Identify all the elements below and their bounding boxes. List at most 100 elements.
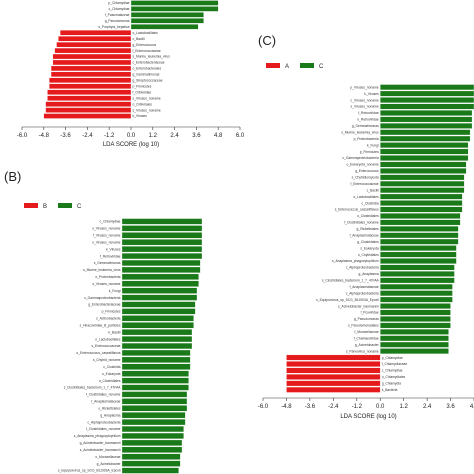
bar — [58, 36, 132, 42]
legend-label: C — [319, 64, 324, 70]
x-tick-label: -1.2 — [352, 404, 363, 410]
bar — [121, 336, 193, 343]
bar-label: c_Bacilli — [367, 188, 379, 192]
bar-label: c_Gammaproteobacteria — [84, 296, 120, 300]
bar-label: p_Firmicutes — [360, 150, 379, 154]
bar — [380, 303, 451, 309]
bar-label: o_Viruses_noname — [92, 240, 121, 244]
bar-label: c_Clostridia — [103, 365, 120, 369]
bar-label: p_Proteobacteria — [354, 137, 379, 141]
x-tick-label: 3.6 — [446, 404, 455, 410]
x-tick-label: -3.6 — [60, 133, 71, 139]
bar-label: s_Anaplasma_phagocytophilum — [332, 259, 379, 263]
bar — [121, 384, 189, 391]
x-tick-label: -3.6 — [305, 404, 316, 410]
bar — [380, 341, 449, 348]
x-tick-label: -4.8 — [39, 133, 50, 139]
bar-label: g_Chlamydia — [382, 382, 401, 386]
bar-label: f_Poxviridae — [360, 311, 378, 315]
bar — [121, 308, 196, 315]
bar — [380, 103, 474, 110]
bar-label: s_Murine_leukemia_virus — [341, 130, 379, 134]
bar-label: s_Acinetobacter_baumannii — [338, 304, 379, 308]
x-tick-label: -2.4 — [328, 404, 339, 410]
bar — [380, 264, 455, 271]
bar — [380, 129, 471, 136]
bar — [121, 218, 203, 225]
bar-label: s_Hiracoviridae_B_particles — [80, 323, 121, 327]
bar — [380, 200, 463, 206]
bar — [121, 467, 179, 474]
bar-label: c_Chlamydiae — [100, 220, 121, 224]
bar-label: o_Pseudomonadales — [348, 324, 379, 328]
bar-label: f_Clostridiales_noname — [344, 221, 379, 225]
bar-label: f_Chlamydiaceae — [382, 362, 408, 366]
bar-label: c_Chlamydiae — [382, 369, 403, 373]
bar-label: o_Enterobacterales — [133, 67, 162, 71]
bar-label: g_Anaplasma — [100, 413, 120, 417]
x-tick-label: 2.4 — [423, 404, 432, 410]
bar — [130, 18, 204, 24]
bar-label: o_Lactobacillales — [133, 31, 159, 35]
bar-label: c_Alphaproteobacteria — [346, 291, 379, 295]
bar — [121, 439, 183, 446]
bar-label: o_Moraxellaceae — [95, 455, 120, 459]
bar-label: s_Clostridiales_bacterium_1_7_47FAA — [64, 386, 122, 390]
panel-letter: (B) — [4, 169, 21, 184]
bar — [380, 258, 457, 264]
bar-label: s_Acinetobacter_baumannii — [80, 448, 121, 452]
bar — [380, 206, 463, 213]
bar — [121, 405, 188, 412]
bar — [45, 107, 132, 113]
bar-label: f_Clostridiales_noname — [86, 427, 121, 431]
bar-label: o_Lactobacillales — [353, 195, 379, 199]
bar — [380, 328, 449, 335]
bar — [49, 77, 132, 83]
bar — [286, 361, 381, 367]
bar — [121, 460, 181, 467]
bar — [121, 259, 201, 267]
bar — [121, 453, 181, 460]
bar — [121, 419, 186, 426]
x-tick-label: 1.2 — [149, 133, 158, 139]
x-tick-label: 2.4 — [170, 133, 179, 139]
bar — [121, 342, 193, 350]
bar — [121, 356, 191, 363]
bar-label: g_Enterococcus — [133, 43, 157, 47]
bar — [380, 322, 451, 329]
bar-label: g_Gemmatimonas — [133, 73, 160, 77]
bar-label: o_Lactobacillales — [95, 337, 121, 341]
bar — [380, 155, 469, 161]
bar-label: s_Eukaryota — [360, 246, 378, 250]
bar — [121, 252, 203, 260]
bar — [121, 329, 193, 336]
bar — [380, 219, 461, 226]
bar-label: g_Acinetobacter — [97, 462, 122, 466]
bar-label: g_Pseudomonas — [354, 317, 379, 321]
bar — [121, 398, 188, 405]
bar-label: s_Murine_leukemia_virus — [83, 268, 121, 272]
bar-label: s_Viruses_noname — [92, 282, 120, 286]
bar — [380, 316, 451, 322]
bar-label: s_Chytridiomycota — [352, 176, 379, 180]
bar-label: s_Enterococcaceae — [92, 344, 121, 348]
bar — [130, 6, 219, 12]
bar-label: s_Enterococcus_casseliflavus — [335, 208, 379, 212]
bar-label: f_Anaplasmataceae — [91, 400, 120, 404]
bar-label: f_Viruses_noname — [93, 233, 121, 237]
bar-label: s_Anaplasma_phagocytophilum — [74, 434, 121, 438]
bar — [380, 251, 457, 258]
bar — [121, 391, 188, 398]
panel-letter: (C) — [258, 33, 276, 48]
x-tick-label: 6.0 — [236, 133, 245, 139]
bar — [43, 113, 132, 119]
bar-label: o_Orbivirales — [133, 102, 153, 106]
bar — [121, 266, 201, 273]
bar — [286, 367, 381, 374]
bar — [121, 363, 191, 370]
legend-label: B — [43, 204, 47, 210]
bar — [380, 148, 469, 155]
bar — [45, 101, 132, 107]
bar-label: f_Anaplasmataceae — [349, 285, 378, 289]
